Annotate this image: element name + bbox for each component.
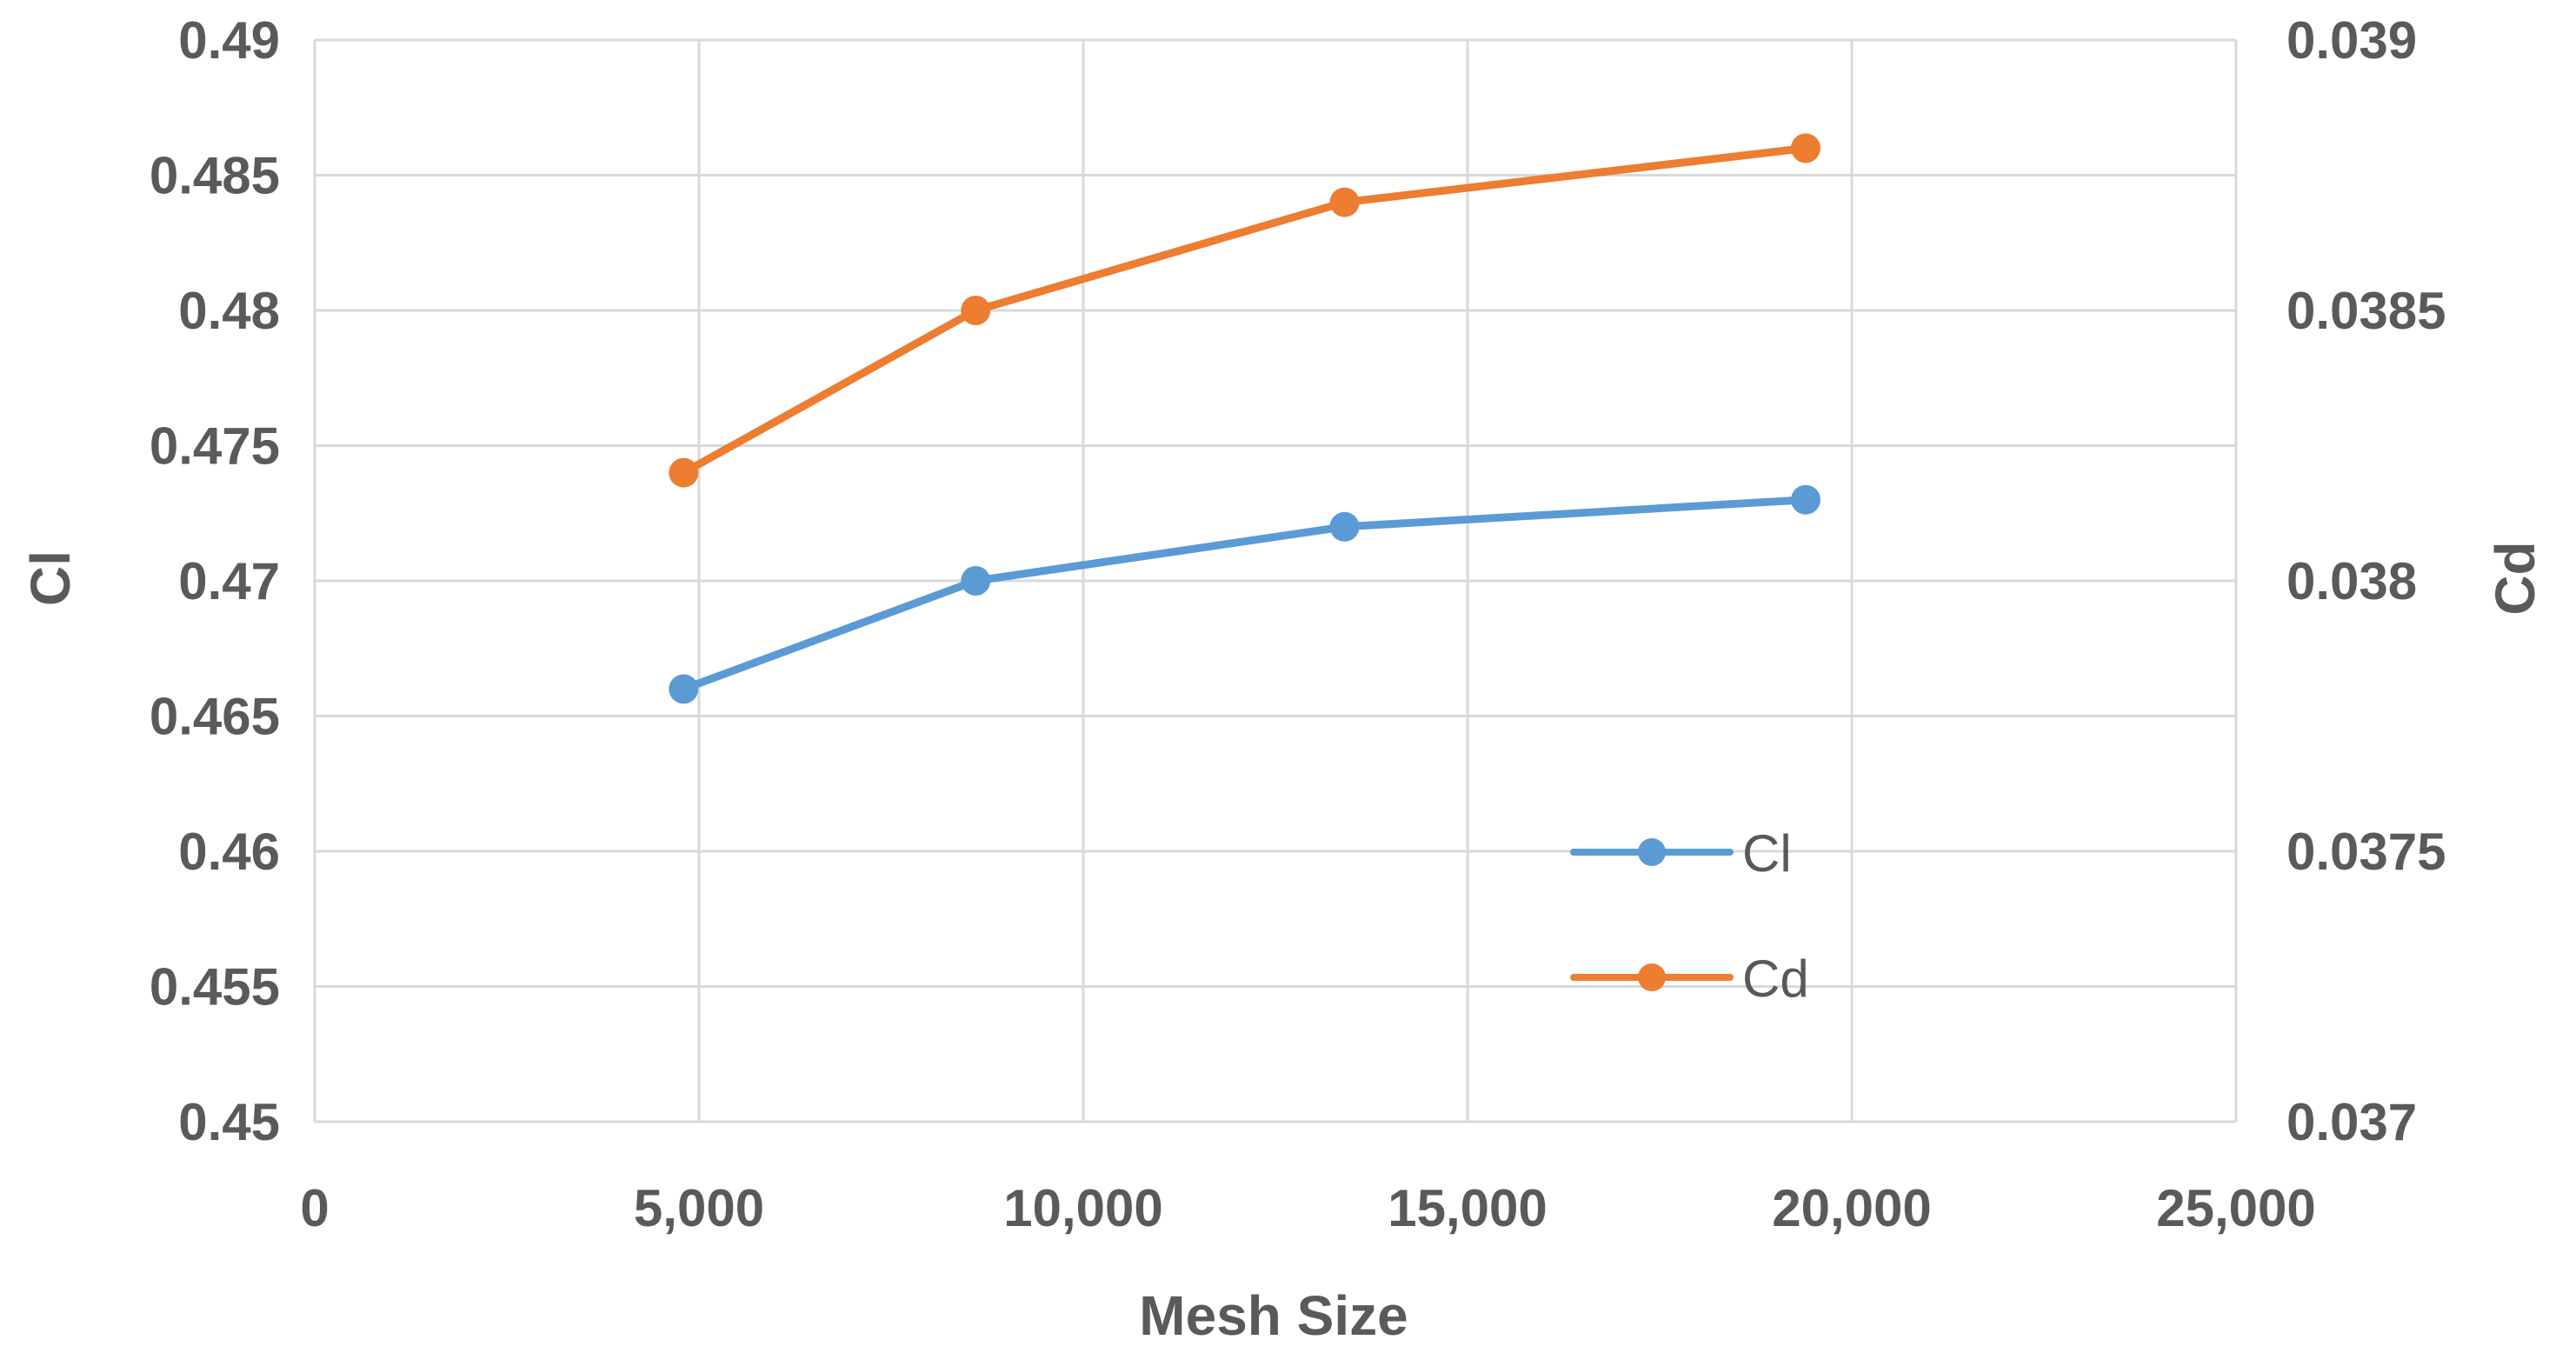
y-tick-label: 0.465 [150,688,280,746]
data-point-cd [669,457,699,488]
y2-tick-label: 0.037 [2286,1093,2417,1151]
legend-item-cd: Cd [1570,950,1809,1008]
y-tick-label: 0.485 [150,147,280,205]
y-tick-label: 0.49 [178,11,280,70]
y-axis-title: Cl [19,550,82,606]
tick-labels: 0.45 0.455 0.46 0.465 0.47 0.475 0.48 0.485 0.49… [150,11,2446,1237]
legend-swatch-marker [1638,963,1666,991]
legend-swatch-marker [1638,838,1666,866]
x-tick-label: 5,000 [634,1179,764,1237]
x-tick-label: 15,000 [1388,1179,1548,1237]
y-tick-label: 0.48 [178,282,280,340]
legend-label-cl: Cl [1742,824,1792,883]
series-lines [669,133,1821,704]
y2-tick-label: 0.0375 [2286,823,2446,881]
x-tick-label: 10,000 [1003,1179,1163,1237]
y-tick-label: 0.45 [178,1093,280,1151]
y2-tick-label: 0.038 [2286,552,2417,610]
data-point-cl [1790,484,1821,515]
x-tick-label: 20,000 [1772,1179,1932,1237]
legend: Cl Cd [1570,824,1809,1008]
data-point-cd [1790,133,1821,163]
gridlines [315,38,2238,1122]
y2-tick-label: 0.0385 [2286,282,2446,340]
y-tick-label: 0.475 [150,417,280,476]
y2-tick-label: 0.039 [2286,11,2417,70]
x-axis-title: Mesh Size [1139,1284,1408,1347]
x-tick-label: 25,000 [2156,1179,2316,1237]
data-point-cd [961,296,991,325]
axes [313,40,2236,1123]
data-point-cl [669,674,699,704]
y2-axis-title: Cd [2484,541,2546,615]
legend-label-cd: Cd [1742,950,1809,1008]
series-line-cl [679,496,1810,693]
data-point-cl [1329,511,1360,542]
y-tick-label: 0.46 [178,823,280,881]
data-point-cd [1329,187,1360,217]
legend-item-cl: Cl [1570,824,1792,883]
y-tick-label: 0.47 [178,552,280,610]
x-tick-label: 0 [300,1179,329,1237]
data-point-cl [961,566,991,596]
series-line-cd [679,143,1810,477]
y-tick-label: 0.455 [150,958,280,1016]
